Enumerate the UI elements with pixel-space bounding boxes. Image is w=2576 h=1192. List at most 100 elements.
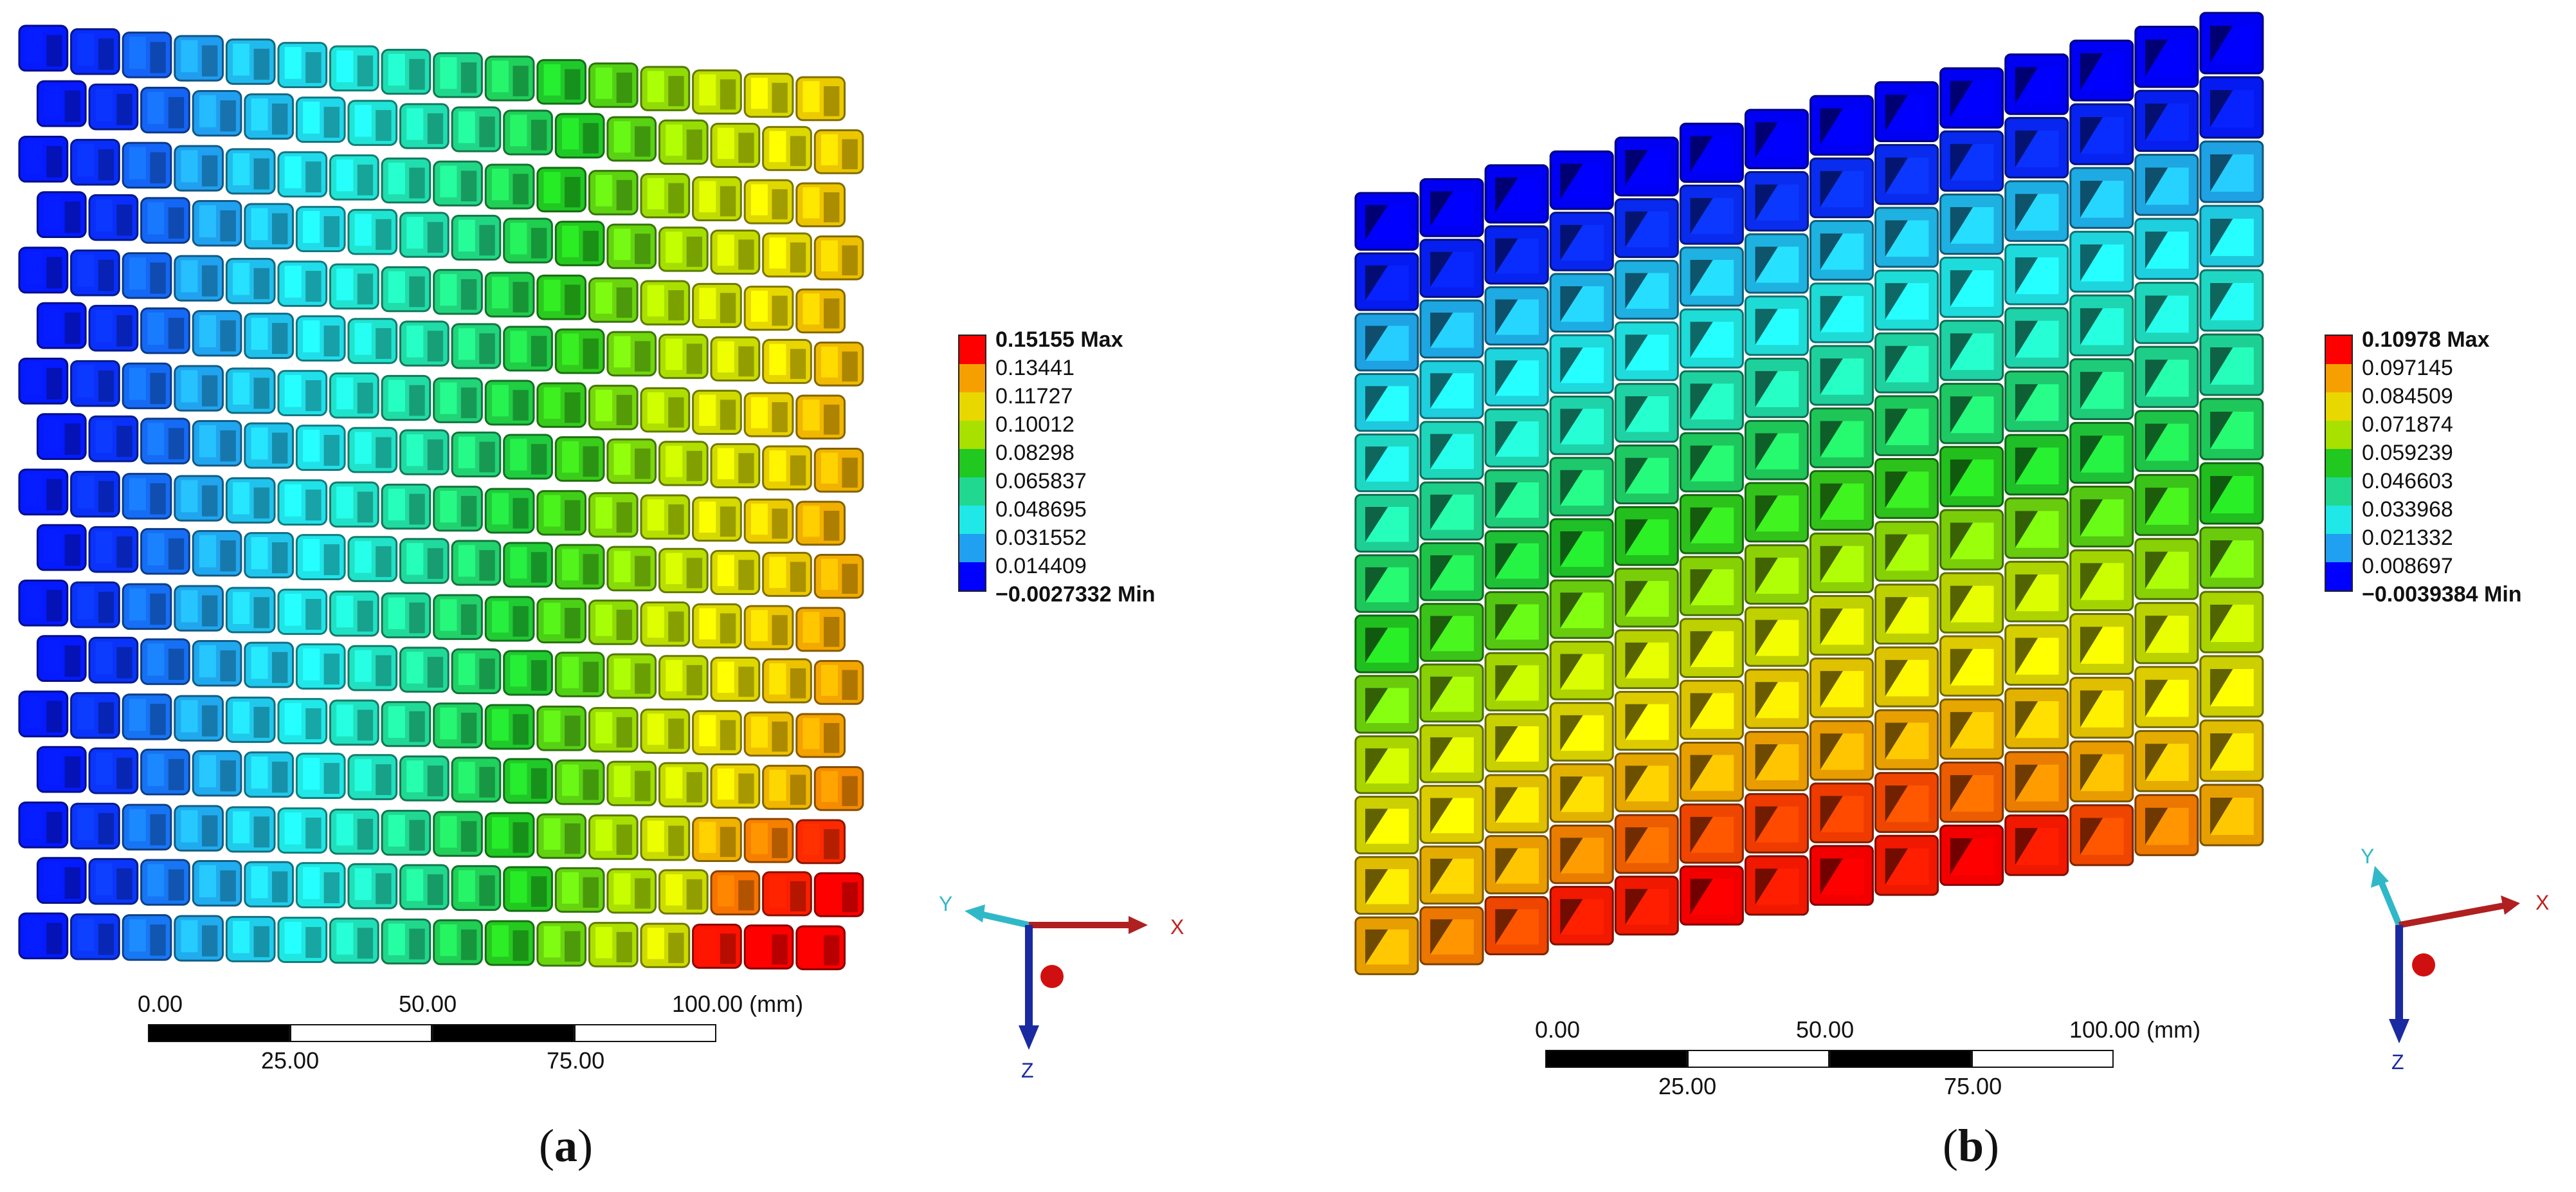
x-axis-arrowhead [1129, 916, 1148, 934]
lattice-cell-face [147, 423, 165, 455]
lattice-cell-shadow [531, 228, 547, 259]
lattice-cell-face [1625, 827, 1669, 863]
lattice-cell-face [25, 362, 42, 396]
lattice-cell-face [233, 811, 250, 843]
lattice-cell-shadow [2210, 283, 2233, 320]
lattice-cell-shadow [220, 650, 236, 682]
lattice-cell-face [803, 930, 820, 962]
lattice-cell-face [510, 115, 527, 147]
lattice-cell-shadow [842, 882, 858, 913]
lattice-cell-shadow [2145, 167, 2168, 205]
lattice-cell-shadow [357, 600, 374, 632]
lattice-cell-shadow [686, 450, 703, 481]
lattice-cell-face [2015, 447, 2059, 484]
scale-tick-label: 0.00 [138, 991, 183, 1017]
lattice-cell-face [613, 228, 631, 261]
lattice-cell-shadow [824, 298, 840, 329]
lattice-cell-shadow [2145, 423, 2168, 461]
lattice-cell-face [199, 205, 216, 237]
lattice-cell-face [440, 491, 457, 523]
lattice-cell-face [666, 124, 683, 156]
lattice-cell-face [666, 446, 683, 477]
lattice-cell-face [769, 556, 786, 588]
lattice-cell-shadow [2015, 447, 2038, 484]
lattice-cell-shadow [479, 333, 495, 364]
lattice-cell-face [1495, 177, 1539, 213]
lattice-cell-face [440, 274, 457, 306]
lattice-cell-shadow [2145, 39, 2168, 77]
lattice-cell-shadow [1950, 206, 1973, 244]
coordinate-triad-a: Y X Z [939, 892, 1184, 1082]
lattice-cell-shadow [116, 315, 132, 347]
lattice-cell-face [666, 338, 683, 371]
lattice-cell-shadow [583, 661, 599, 693]
lattice-cell-shadow [1950, 143, 1973, 181]
lattice-cell-face [77, 33, 95, 66]
panel-b: 0.10978 Max 0.097145 0.084509 0.071874 0… [1288, 0, 2576, 1192]
lattice-cell-face [1365, 205, 1409, 241]
lattice-cell-face [25, 695, 42, 728]
lattice-cell-face [1950, 711, 1994, 749]
lattice-cell-shadow [98, 812, 114, 845]
lattice-cell-shadow [460, 712, 477, 744]
lattice-cell-face [458, 219, 475, 252]
lattice-cell-face [440, 599, 457, 631]
lattice-cell-face [750, 77, 768, 109]
lattice-cell-face [2015, 67, 2059, 104]
lattice-cell-face [1560, 408, 1604, 445]
lattice-cell-shadow [64, 534, 81, 566]
lattice-cell-face [2145, 423, 2189, 461]
lattice-cell-face [336, 813, 354, 846]
lattice-cell-face [717, 448, 734, 480]
lattice-cell-face [1495, 909, 1539, 945]
lattice-cell-face [388, 271, 405, 304]
lattice-cell-shadow [1365, 929, 1388, 965]
lattice-cell-face [1820, 858, 1864, 895]
lattice-cell-shadow [305, 927, 322, 958]
lattice-cell-shadow [772, 508, 788, 539]
lattice-cell-face [406, 217, 424, 249]
lattice-cell-face [336, 50, 354, 82]
lattice-cell-shadow [1430, 676, 1453, 712]
lattice-cell-face [1950, 522, 1994, 560]
lattice-cell-shadow [150, 924, 166, 956]
lattice-cell-face [388, 380, 405, 412]
lattice-cell-face [510, 655, 527, 687]
lattice-cell-shadow [1560, 470, 1583, 506]
lattice-cell-face [1755, 371, 1799, 407]
lattice-cell-shadow [616, 502, 633, 533]
lattice-cell-shadow [686, 236, 703, 267]
lattice-cell-face [233, 43, 250, 76]
lattice-cell-face [492, 385, 509, 417]
lattice-cell-face [1885, 220, 1929, 257]
scale-segment [148, 1024, 290, 1042]
lattice-cell-face [44, 307, 61, 340]
lattice-cell-shadow [253, 926, 269, 957]
lattice-cell-face [1365, 265, 1409, 301]
lattice-cell-face [1690, 816, 1734, 853]
lattice-cell-shadow [272, 762, 288, 793]
lattice-cell-face [2145, 232, 2189, 269]
lattice-cell-shadow [1365, 627, 1388, 663]
scale-bar-a: 0.00 50.00 100.00 (mm) 25.00 75.00 [138, 991, 803, 1094]
lattice-cell-face [440, 382, 457, 414]
lattice-cell-shadow [2210, 90, 2233, 127]
lattice-cell-shadow [668, 397, 684, 428]
lattice-cell-shadow [2210, 154, 2233, 192]
lattice-cell-shadow [64, 645, 81, 677]
lattice-cell-face [354, 432, 372, 464]
lattice-cell-shadow [305, 490, 322, 521]
lattice-cell-shadow [531, 660, 547, 691]
lattice-cell-shadow [168, 428, 185, 459]
lattice-cell-shadow [1625, 581, 1648, 617]
lattice-cell-shadow [1950, 80, 1973, 118]
lattice-cell-shadow [1430, 919, 1453, 955]
lattice-cell-face [388, 488, 405, 521]
lattice-cell-shadow [376, 437, 392, 468]
lattice-cell-shadow [1690, 631, 1713, 668]
lattice-cell-shadow [2145, 103, 2168, 141]
lattice-cell-face [284, 375, 302, 407]
lattice-cell-face [77, 807, 95, 840]
lattice-cell-face [129, 478, 146, 511]
lattice-cell-shadow [1365, 748, 1388, 784]
